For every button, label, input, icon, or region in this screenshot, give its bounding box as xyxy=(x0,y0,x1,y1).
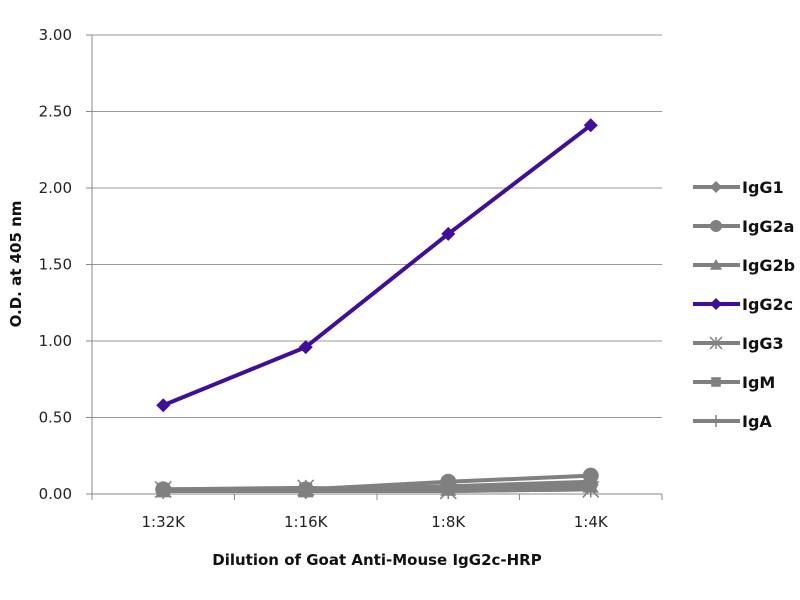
legend-star-icon xyxy=(709,336,723,350)
legend-label: IgA xyxy=(742,412,772,431)
legend-item-igg2b: IgG2b xyxy=(693,256,795,275)
x-tick-label: 1:32K xyxy=(141,513,186,531)
data-point-diamond xyxy=(583,118,598,133)
series-line xyxy=(163,487,591,493)
legend-label: IgG2a xyxy=(742,217,794,236)
legend-diamond-icon xyxy=(710,298,722,310)
series-line xyxy=(162,123,592,408)
legend-triangle-icon xyxy=(710,259,722,270)
x-tick-label: 1:8K xyxy=(431,513,466,531)
x-axis-ticks: 1:32K 1:16K 1:8K 1:4K xyxy=(91,494,663,531)
legend-item-igg2c: IgG2c xyxy=(693,295,793,314)
data-point-diamond xyxy=(156,398,171,413)
y-tick-label: 3.00 xyxy=(39,26,72,44)
x-tick-label: 1:16K xyxy=(284,513,329,531)
legend-item-igg3: IgG3 xyxy=(693,334,784,353)
series-igg2c xyxy=(156,118,598,413)
series-group xyxy=(154,118,600,500)
legend-diamond-icon xyxy=(710,181,722,193)
y-tick-label: 0.00 xyxy=(39,485,72,503)
x-axis-title: Dilution of Goat Anti-Mouse IgG2c-HRP xyxy=(212,551,541,569)
data-point-diamond xyxy=(441,226,456,241)
legend-label: IgG2b xyxy=(742,256,795,275)
legend-item-igg1: IgG1 xyxy=(693,178,784,197)
legend-label: IgM xyxy=(742,373,775,392)
data-point-diamond xyxy=(298,340,313,355)
legend: IgG1 IgG2a IgG2b IgG2c IgG3 IgM IgA xyxy=(693,178,795,431)
y-axis-ticks: 0.00 0.50 1.00 1.50 2.00 2.50 3.00 xyxy=(39,26,92,503)
legend-square-icon xyxy=(711,377,721,387)
legend-item-igg2a: IgG2a xyxy=(693,217,794,236)
gridlines xyxy=(92,34,662,418)
x-tick-label: 1:4K xyxy=(574,513,609,531)
legend-circle-icon xyxy=(710,220,722,232)
legend-item-iga: IgA xyxy=(693,412,772,431)
y-tick-label: 1.00 xyxy=(39,332,72,350)
y-tick-label: 2.50 xyxy=(39,103,72,121)
y-tick-label: 2.00 xyxy=(39,179,72,197)
y-axis-title: O.D. at 405 nm xyxy=(7,201,25,328)
y-tick-label: 0.50 xyxy=(39,409,72,427)
legend-item-igm: IgM xyxy=(693,373,775,392)
y-tick-label: 1.50 xyxy=(39,256,72,274)
legend-label: IgG1 xyxy=(742,178,784,197)
series-iga xyxy=(162,481,592,499)
legend-label: IgG2c xyxy=(742,295,793,314)
legend-label: IgG3 xyxy=(742,334,784,353)
